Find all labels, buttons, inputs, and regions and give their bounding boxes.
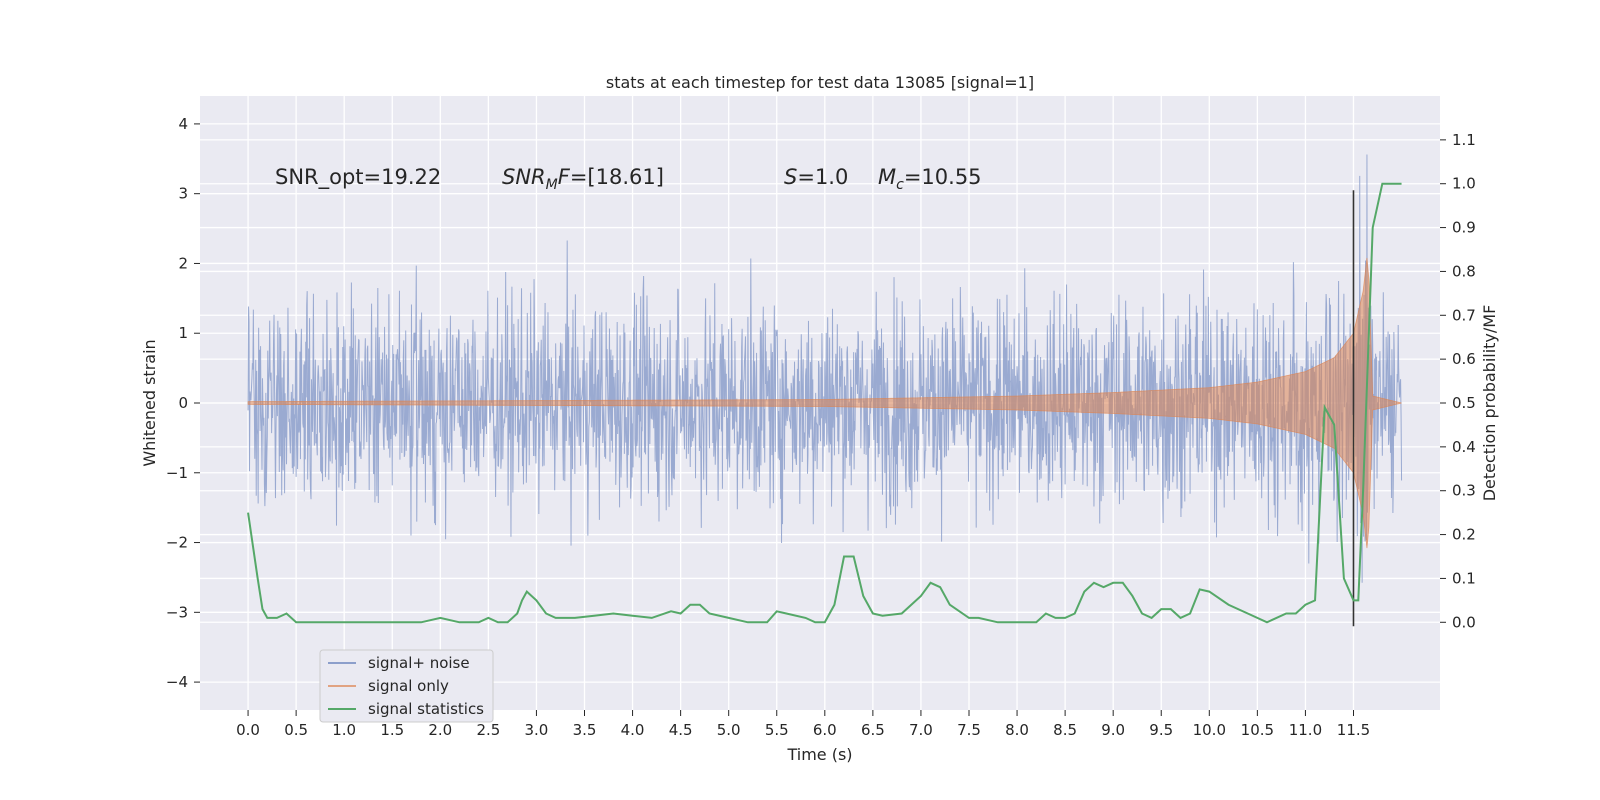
x-tick-label: 4.0 bbox=[621, 721, 645, 739]
y2-tick-label: 0.4 bbox=[1452, 438, 1476, 456]
y-axis-title: Whitened strain bbox=[140, 339, 159, 466]
legend: signal+ noise signal only signal statist… bbox=[319, 649, 494, 723]
annotation-mc: Mc=10.55 bbox=[878, 165, 982, 193]
x-tick-label: 10.5 bbox=[1241, 721, 1274, 739]
y-tick-label: 0 bbox=[178, 394, 188, 412]
series-signal-statistics bbox=[247, 182, 1402, 624]
x-tick-label: 10.0 bbox=[1193, 721, 1226, 739]
y2-tick-label: 0.5 bbox=[1452, 394, 1476, 412]
x-tick-label: 11.5 bbox=[1337, 721, 1370, 739]
x-tick-label: 3.0 bbox=[525, 721, 549, 739]
annotation-snr-mf-main: SNR bbox=[502, 165, 546, 189]
annotation-s-rest: =1.0 bbox=[797, 165, 848, 189]
y2-tick-label: 0.9 bbox=[1452, 219, 1476, 237]
series-layer bbox=[247, 154, 1403, 627]
legend-label-signal-statistics: signal statistics bbox=[368, 700, 484, 718]
y2-axis-title: Detection probability/MF bbox=[1480, 305, 1499, 502]
x-tick-label: 11.0 bbox=[1289, 721, 1322, 739]
x-tick-label: 0.0 bbox=[236, 721, 260, 739]
y-tick-label: −2 bbox=[166, 534, 188, 552]
x-tick-label: 2.5 bbox=[476, 721, 500, 739]
annotation-snr-mf: SNRMF=[18.61] bbox=[502, 165, 664, 193]
y2-tick-label: 1.1 bbox=[1452, 131, 1476, 149]
legend-label-signal-noise: signal+ noise bbox=[368, 654, 470, 672]
x-tick-label: 1.5 bbox=[380, 721, 404, 739]
annotation-mc-main: M bbox=[878, 165, 896, 189]
annotation-s: S=1.0 bbox=[784, 165, 848, 189]
x-tick-label: 9.0 bbox=[1101, 721, 1125, 739]
x-tick-label: 6.5 bbox=[861, 721, 885, 739]
x-tick-label: 7.0 bbox=[909, 721, 933, 739]
y2-tick-label: 0.8 bbox=[1452, 262, 1476, 280]
y-tick-label: −4 bbox=[166, 673, 188, 691]
x-tick-label: 1.0 bbox=[332, 721, 356, 739]
annotation-mc-sub: c bbox=[896, 177, 904, 193]
y2-tick-label: 0.0 bbox=[1452, 613, 1476, 631]
y-tick-label: −1 bbox=[166, 464, 188, 482]
y2-tick-label: 0.2 bbox=[1452, 526, 1476, 544]
x-tick-label: 0.5 bbox=[284, 721, 308, 739]
annotation-snr-mf-rest-f: F bbox=[558, 165, 571, 189]
x-tick-label: 8.5 bbox=[1053, 721, 1077, 739]
y-tick-label: 4 bbox=[178, 115, 188, 133]
chart-title: stats at each timestep for test data 130… bbox=[606, 73, 1034, 92]
y-tick-label: −3 bbox=[166, 603, 188, 621]
x-tick-label: 4.5 bbox=[669, 721, 693, 739]
y2-tick-label: 0.1 bbox=[1452, 569, 1476, 587]
x-tick-label: 5.5 bbox=[765, 721, 789, 739]
y2-tick-label: 0.7 bbox=[1452, 306, 1476, 324]
y2-tick-label: 0.6 bbox=[1452, 350, 1476, 368]
annotation-snr-opt: SNR_opt=19.22 bbox=[275, 165, 441, 190]
y-tick-label: 3 bbox=[178, 185, 188, 203]
series-signal-only bbox=[247, 257, 1402, 549]
y2-tick-label: 1.0 bbox=[1452, 175, 1476, 193]
annotation-snr-mf-rest: =[18.61] bbox=[570, 165, 664, 189]
x-tick-label: 3.5 bbox=[573, 721, 597, 739]
legend-box bbox=[319, 649, 494, 723]
annotation-s-main: S bbox=[784, 165, 797, 189]
annotation-snr-mf-sub: M bbox=[546, 177, 558, 193]
ticks: 0.0 0.5 1.0 1.5 2.0 2.5 3.0 3.5 4.0 4.5 5.0 5.5 6.0 6… bbox=[166, 115, 1476, 739]
x-axis-title: Time (s) bbox=[786, 745, 852, 764]
x-tick-label: 5.0 bbox=[717, 721, 741, 739]
x-tick-label: 2.0 bbox=[428, 721, 452, 739]
y2-tick-label: 0.3 bbox=[1452, 482, 1476, 500]
x-tick-label: 9.5 bbox=[1149, 721, 1173, 739]
x-tick-label: 8.0 bbox=[1005, 721, 1029, 739]
x-tick-label: 6.0 bbox=[813, 721, 837, 739]
annotation-mc-rest: =10.55 bbox=[904, 165, 982, 189]
legend-label-signal-only: signal only bbox=[368, 677, 449, 695]
y-tick-label: 1 bbox=[178, 324, 188, 342]
y-tick-label: 2 bbox=[178, 254, 188, 272]
x-tick-label: 7.5 bbox=[957, 721, 981, 739]
